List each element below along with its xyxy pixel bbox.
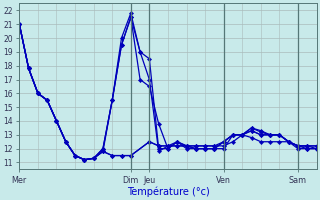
X-axis label: Température (°c): Température (°c) xyxy=(127,186,209,197)
